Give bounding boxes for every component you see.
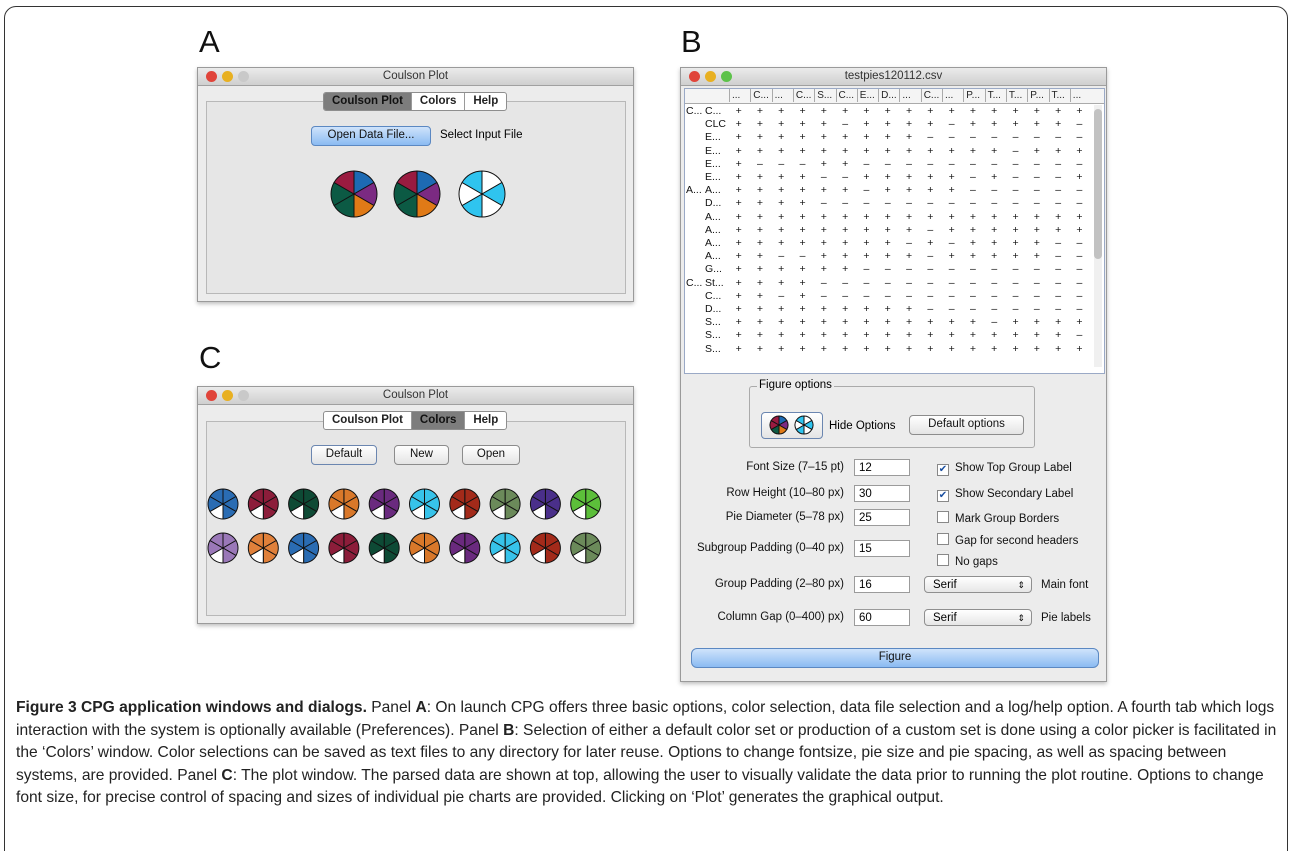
text-input[interactable]: 30 (854, 485, 910, 502)
check-box[interactable] (937, 511, 949, 523)
checkbox-label: No gaps (955, 556, 998, 568)
caption-title: Figure 3 CPG application windows and dia… (16, 699, 367, 716)
checkbox[interactable]: Gap for second headers (937, 533, 1078, 548)
font-select[interactable]: Serif⇕ (924, 609, 1032, 626)
caption-text: B (503, 722, 514, 739)
field-label: Pie Diameter (5–78 px) (644, 511, 844, 523)
text-input[interactable]: 16 (854, 576, 910, 593)
figure-button[interactable]: Figure (691, 648, 1099, 668)
select-arrow: ⇕ (1017, 610, 1025, 627)
check-box[interactable]: ✔ (937, 490, 949, 502)
select-label: Main font (1041, 578, 1088, 592)
caption-text: Panel (367, 699, 416, 716)
checkbox-label: Show Secondary Label (955, 488, 1073, 500)
field-label: Column Gap (0–400) px) (644, 611, 844, 623)
panel-label: B (681, 24, 702, 60)
checkbox-label: Gap for second headers (955, 535, 1078, 547)
panel-label: A (199, 24, 220, 60)
caption: Figure 3 CPG application windows and dia… (16, 697, 1278, 810)
check-box[interactable] (937, 533, 949, 545)
checkbox[interactable]: Mark Group Borders (937, 511, 1059, 526)
caption-text: A (415, 699, 426, 716)
page: A B C Coulson Plot Coulson PlotColorsHel… (0, 0, 1292, 851)
select-label: Pie labels (1041, 611, 1091, 625)
pie-icons (198, 68, 633, 301)
window: testpies120112.csv ...C......C...S...C..… (680, 67, 1107, 682)
check-box[interactable] (937, 554, 949, 566)
field-label: Font Size (7–15 pt) (644, 461, 844, 473)
font-select[interactable]: Serif⇕ (924, 576, 1032, 593)
text-input[interactable]: 60 (854, 609, 910, 626)
panel-label: C (199, 340, 221, 376)
checkbox[interactable]: No gaps (937, 554, 998, 569)
select-arrow: ⇕ (1017, 577, 1025, 594)
field-label: Group Padding (2–80 px) (644, 578, 844, 590)
text-input[interactable]: 25 (854, 509, 910, 526)
checkbox-label: Show Top Group Label (955, 462, 1072, 474)
caption-text: C (221, 767, 232, 784)
check-box[interactable]: ✔ (937, 464, 949, 476)
checkbox-label: Mark Group Borders (955, 513, 1059, 525)
checkbox[interactable]: ✔ Show Top Group Label (937, 461, 1072, 476)
checkbox[interactable]: ✔ Show Secondary Label (937, 487, 1073, 502)
options-form: Font Size (7–15 pt)12Row Height (10–80 p… (681, 68, 1106, 681)
text-input[interactable]: 12 (854, 459, 910, 476)
color-sets (198, 387, 633, 623)
window: Coulson Plot Coulson PlotColorsHelp Open… (197, 67, 634, 302)
field-label: Row Height (10–80 px) (644, 487, 844, 499)
text-input[interactable]: 15 (854, 540, 910, 557)
field-label: Subgroup Padding (0–40 px) (644, 542, 844, 554)
